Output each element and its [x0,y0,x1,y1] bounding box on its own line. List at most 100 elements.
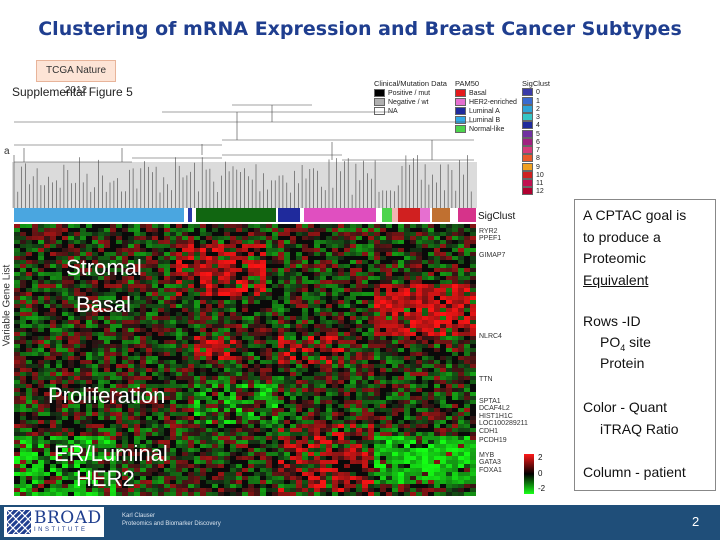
heatmap-cell [254,384,260,388]
heatmap-cell [32,284,38,288]
heatmap-cell [176,384,182,388]
heatmap-cell [14,464,20,468]
heatmap-cell [230,252,236,256]
heatmap-cell [308,236,314,240]
heatmap-cell [32,472,38,476]
heatmap-cell [68,224,74,228]
heatmap-cell [230,488,236,492]
heatmap-cell [314,484,320,488]
heatmap-cell [56,488,62,492]
heatmap-cell [128,284,134,288]
heatmap-cell [428,432,434,436]
heatmap-cell [170,412,176,416]
sigclust-segment [376,208,382,222]
heatmap-cell [452,492,458,496]
heatmap-cell [320,372,326,376]
heatmap-cell [68,300,74,304]
heatmap-cell [284,492,290,496]
heatmap-cell [62,372,68,376]
heatmap-cell [176,372,182,376]
heatmap-cell [164,368,170,372]
heatmap-cell [344,248,350,252]
heatmap-cell [32,380,38,384]
heatmap-cell [302,300,308,304]
legend-sigclust-item: 5 [522,129,550,138]
heatmap-cell [176,456,182,460]
heatmap-cell [188,248,194,252]
heatmap-cell [422,344,428,348]
heatmap-cell [50,252,56,256]
heatmap-cell [146,312,152,316]
heatmap-cell [326,292,332,296]
heatmap-cell [422,492,428,496]
heatmap-cell [458,412,464,416]
heatmap-cell [470,360,476,364]
heatmap-cell [464,320,470,324]
heatmap-cell [86,288,92,292]
heatmap-cell [254,256,260,260]
heatmap-cell [68,440,74,444]
heatmap-cell [128,360,134,364]
heatmap-cell [344,436,350,440]
heatmap-cell [50,456,56,460]
heatmap-cell [170,488,176,492]
heatmap-cell [164,396,170,400]
heatmap-cell [194,392,200,396]
heatmap-cell [56,240,62,244]
heatmap-cell [362,444,368,448]
heatmap-cell [296,284,302,288]
heatmap-cell [332,224,338,228]
heatmap-cell [380,480,386,484]
heatmap-cell [248,340,254,344]
heatmap-cell [428,320,434,324]
heatmap-cell [266,400,272,404]
heatmap-cell [212,288,218,292]
heatmap-cell [188,348,194,352]
heatmap-cell [104,276,110,280]
heatmap-cell [314,428,320,432]
heatmap-cell [464,332,470,336]
heatmap-cell [386,288,392,292]
heatmap-cell [86,412,92,416]
heatmap-cell [44,296,50,300]
heatmap-cell [230,296,236,300]
heatmap-cell [80,420,86,424]
heatmap-cell [350,268,356,272]
heatmap-cell [170,296,176,300]
heatmap-cell [470,488,476,492]
heatmap-cell [302,236,308,240]
heatmap-cell [290,356,296,360]
heatmap-cell [224,352,230,356]
heatmap-cell [344,404,350,408]
heatmap-cell [380,248,386,252]
heatmap-cell [38,252,44,256]
heatmap-cell [344,420,350,424]
heatmap-cell [350,444,356,448]
heatmap-cell [32,484,38,488]
heatmap-cell [344,300,350,304]
heatmap-cell [212,408,218,412]
heatmap-cell [422,488,428,492]
heatmap-cell [14,400,20,404]
heatmap-cell [440,464,446,468]
heatmap-cell [92,488,98,492]
heatmap-cell [14,248,20,252]
heatmap-cell [272,492,278,496]
heatmap-cell [32,388,38,392]
heatmap-cell [428,420,434,424]
heatmap-cell [26,436,32,440]
heatmap-cell [224,488,230,492]
heatmap-cell [158,272,164,276]
heatmap-cell [218,312,224,316]
heatmap-cell [326,396,332,400]
heatmap-cell [416,292,422,296]
heatmap-cell [20,304,26,308]
heatmap-cell [332,340,338,344]
heatmap-cell [20,372,26,376]
heatmap-cell [296,432,302,436]
heatmap-cell [122,280,128,284]
heatmap-cell [134,236,140,240]
heatmap-cell [260,352,266,356]
heatmap-cell [212,240,218,244]
heatmap-cell [404,440,410,444]
